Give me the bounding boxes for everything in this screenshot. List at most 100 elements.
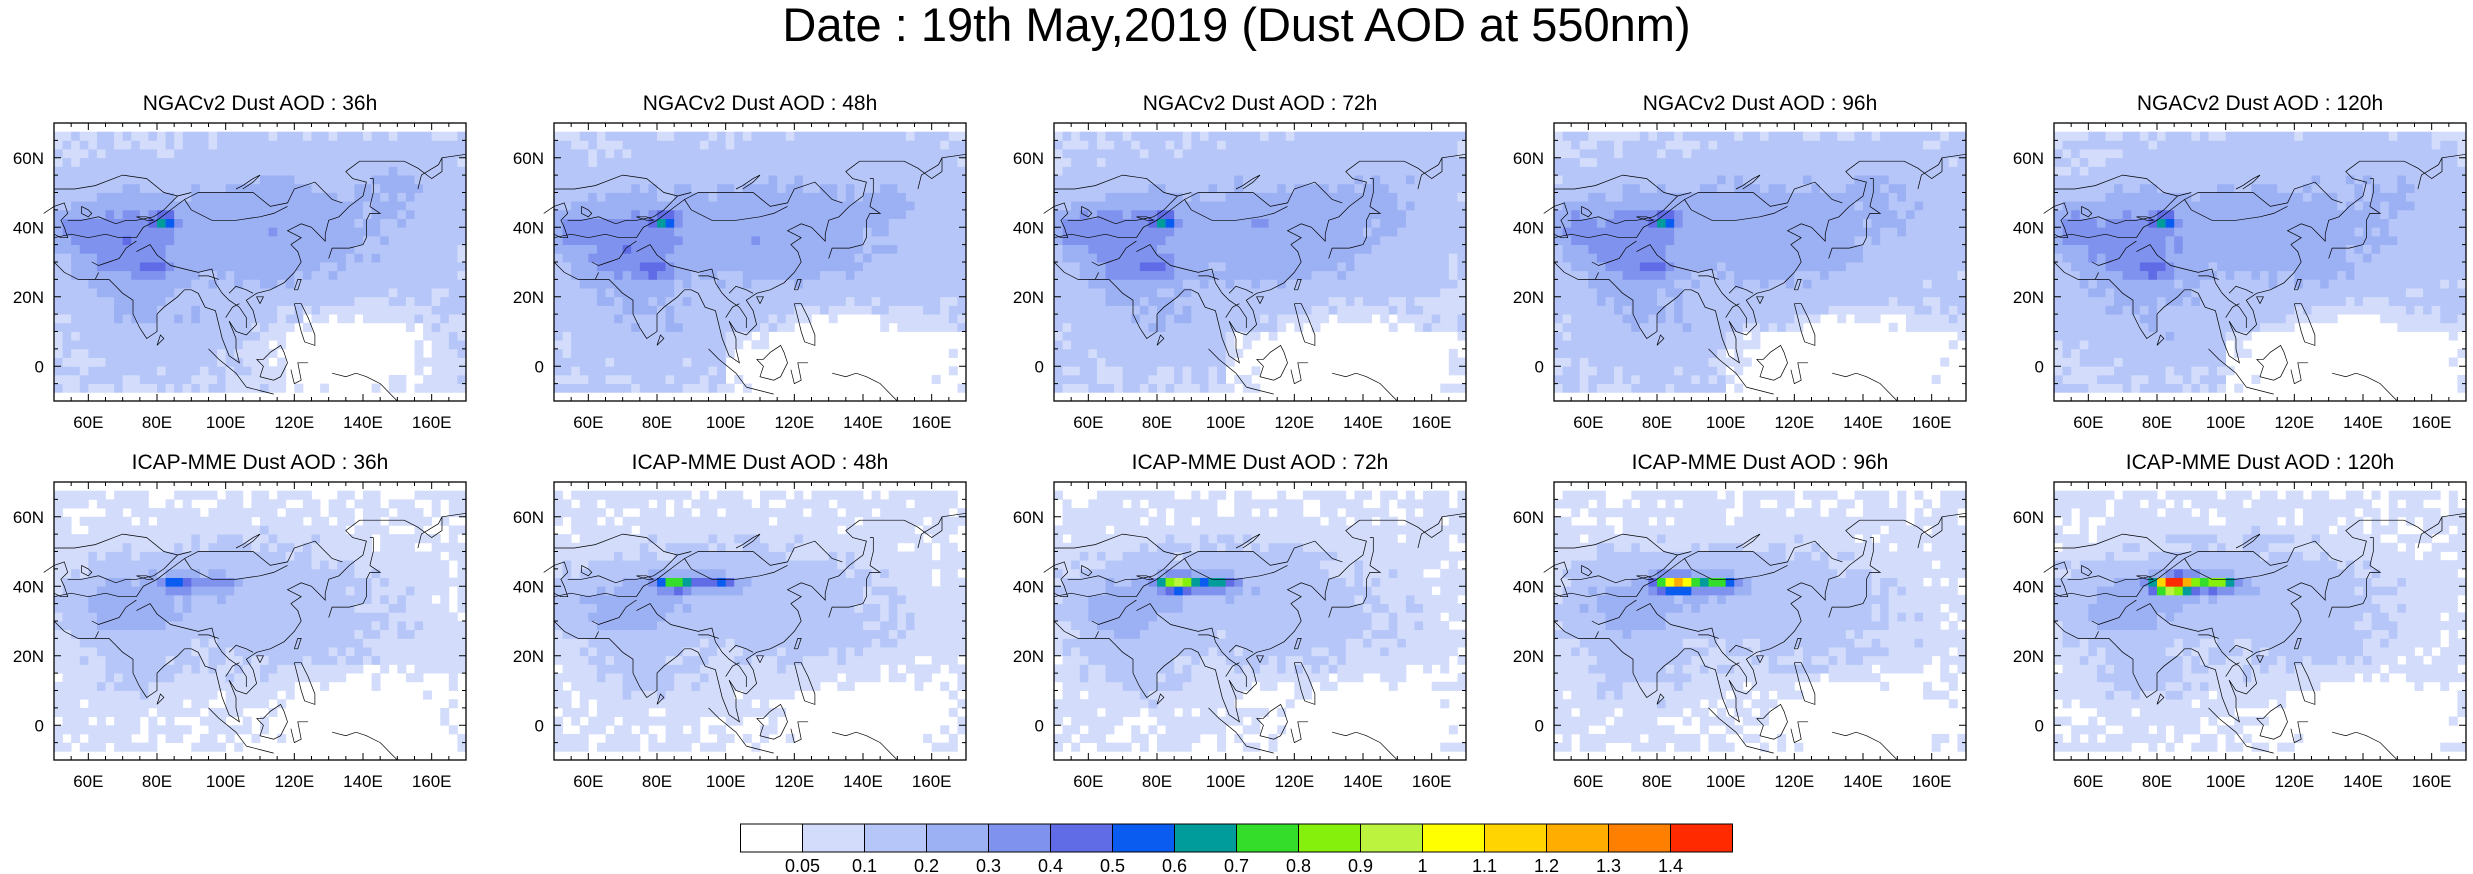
aod-cell [1596, 279, 1606, 289]
aod-cell [1657, 166, 1666, 176]
aod-cell [320, 140, 330, 150]
aod-cell [1674, 149, 1684, 159]
aod-cell [345, 288, 355, 298]
aod-cell [914, 149, 924, 159]
aod-cell [1234, 131, 1244, 141]
aod-cell [182, 166, 192, 176]
aod-cell [1440, 209, 1450, 219]
aod-cell [1165, 183, 1175, 193]
aod-cell [596, 340, 606, 350]
aod-cell [79, 322, 89, 332]
aod-cell [837, 270, 847, 280]
aod-cell [1554, 296, 1563, 306]
aod-cell [734, 166, 744, 176]
aod-cell [837, 296, 847, 306]
aod-cell [174, 314, 184, 324]
aod-cell [242, 175, 252, 185]
aod-cell [1199, 140, 1209, 150]
aod-cell [1708, 262, 1718, 272]
aod-cell [794, 192, 804, 202]
aod-cell [1302, 140, 1312, 150]
aod-cell [1457, 322, 1467, 332]
aod-cell [1302, 253, 1312, 263]
aod-cell [1760, 209, 1769, 219]
aod-cell [768, 296, 778, 306]
aod-cell [596, 192, 606, 202]
aod-cell [785, 305, 795, 315]
aod-cell [414, 288, 424, 298]
aod-cell [414, 227, 424, 237]
aod-cell [457, 270, 467, 280]
aod-cell [1648, 201, 1658, 211]
aod-cell [182, 270, 192, 280]
aod-cell [1699, 366, 1709, 376]
aod-cell [1105, 383, 1115, 393]
aod-cell [1311, 322, 1321, 332]
aod-cell [760, 331, 769, 341]
aod-cell [1440, 218, 1450, 228]
aod-cell [345, 209, 355, 219]
aod-cell [674, 218, 684, 228]
aod-cell [62, 262, 72, 272]
aod-cell [388, 270, 398, 280]
aod-cell [174, 183, 184, 193]
aod-cell [96, 157, 106, 167]
aod-cell [320, 227, 330, 237]
aod-cell [1088, 131, 1098, 141]
aod-cell [1277, 183, 1287, 193]
aod-cell [948, 322, 958, 332]
aod-cell [1071, 227, 1081, 237]
aod-cell [1414, 244, 1424, 254]
aod-cell [1682, 296, 1692, 306]
aod-cell [1665, 149, 1675, 159]
aod-cell [1639, 157, 1649, 167]
aod-cell [914, 166, 924, 176]
aod-cell [657, 288, 666, 298]
aod-cell [1242, 183, 1252, 193]
aod-cell [62, 288, 72, 298]
aod-cell [1588, 314, 1598, 324]
aod-cell [1699, 227, 1709, 237]
aod-cell [1614, 157, 1624, 167]
aod-cell [397, 209, 407, 219]
aod-cell [1320, 314, 1330, 324]
aod-cell [931, 166, 941, 176]
aod-cell [734, 218, 744, 228]
aod-cell [217, 244, 227, 254]
aod-cell [571, 288, 581, 298]
aod-cell [1311, 314, 1321, 324]
aod-cell [1674, 253, 1684, 263]
aod-cell [605, 262, 615, 272]
coastline [1228, 285, 1254, 294]
coastline [1417, 157, 1443, 190]
aod-cell [448, 314, 458, 324]
aod-cell [777, 131, 787, 141]
aod-cell [1285, 131, 1295, 141]
aod-cell [277, 166, 287, 176]
aod-cell [948, 209, 958, 219]
aod-cell [1657, 357, 1666, 367]
aod-cell [725, 218, 735, 228]
aod-cell [345, 235, 355, 246]
aod-cell [1768, 227, 1778, 237]
aod-cell [888, 149, 898, 159]
aod-cell [1648, 253, 1658, 263]
aod-cell [751, 235, 761, 246]
aod-cell [605, 288, 615, 298]
aod-cell [1554, 166, 1563, 176]
aod-cell [571, 270, 581, 280]
aod-cell [1242, 331, 1252, 341]
aod-cell [423, 296, 433, 306]
aod-cell [1717, 383, 1727, 393]
aod-cell [785, 218, 795, 228]
aod-cell [88, 322, 98, 332]
aod-cell [605, 209, 615, 219]
aod-cell [554, 288, 563, 298]
aod-cell [320, 201, 330, 211]
aod-cell [105, 279, 115, 289]
aod-cell [596, 348, 606, 358]
aod-cell [785, 262, 795, 272]
aod-cell [708, 253, 718, 263]
aod-cell [1320, 305, 1330, 315]
aod-cell [1717, 183, 1727, 193]
